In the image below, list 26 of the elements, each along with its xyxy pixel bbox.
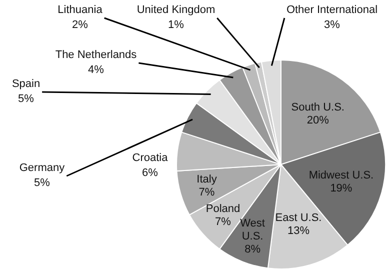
slice-label: Italy (196, 174, 218, 186)
data-label: 4% (88, 64, 104, 76)
data-label: 7% (215, 216, 232, 228)
slice-label: Croatia (132, 152, 169, 164)
slice-label: South U.S. (291, 101, 344, 114)
data-label: 20% (306, 114, 330, 126)
slice-label: Spain (12, 78, 40, 90)
data-label: 5% (18, 93, 34, 106)
data-label: 1% (168, 19, 184, 32)
data-label: 6% (142, 167, 158, 180)
data-label: 8% (244, 243, 261, 256)
data-label: 19% (330, 182, 352, 195)
data-label: 5% (34, 177, 50, 190)
data-label: 3% (324, 19, 340, 32)
slice-label: Germany (19, 162, 66, 174)
slice-label: Poland (206, 203, 240, 216)
data-label: 7% (198, 186, 215, 199)
slice-label: United Kingdom (136, 4, 216, 16)
slice-label: Lithuania (58, 4, 104, 16)
data-label: 2% (72, 19, 88, 32)
slice-label: West U.S. (240, 217, 265, 242)
slice-label: Other International (286, 4, 378, 16)
slice-label: The Netherlands (55, 49, 138, 62)
slice-label: Midwest U.S. (308, 170, 374, 182)
data-label: 13% (287, 225, 310, 238)
slice-label: East U.S. (275, 212, 322, 224)
